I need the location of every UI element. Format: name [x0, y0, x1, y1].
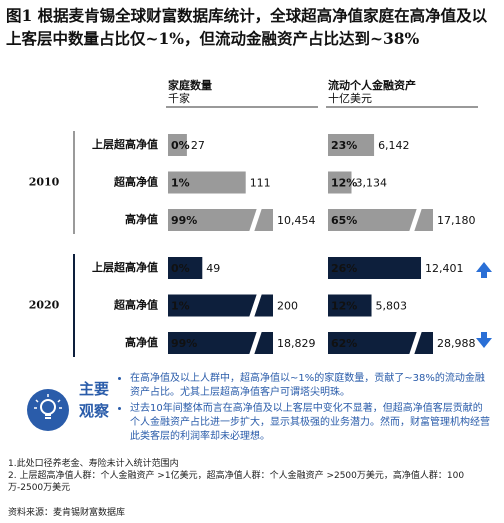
value-label: 3,134 — [356, 177, 388, 190]
title: 图1 根据麦肯锡全球财富数据库统计，全球超高净值家庭在高净值及以上客层中数量占比… — [6, 6, 488, 48]
share-label: 12% — [331, 177, 357, 190]
value-label: 10,454 — [277, 214, 316, 227]
bar — [168, 209, 273, 231]
bar — [168, 134, 187, 156]
value-label: 27 — [191, 139, 205, 152]
category-label: 上层超高净值 — [92, 137, 158, 151]
share-label: 99% — [171, 214, 197, 227]
panel-subtitle: 千家 — [168, 91, 190, 105]
share-label: 99% — [171, 337, 197, 350]
down-arrow — [476, 332, 492, 348]
category-label: 高净值 — [125, 212, 158, 226]
value-label: 18,829 — [277, 337, 316, 350]
bar — [328, 332, 433, 354]
axis-break — [409, 208, 422, 232]
panel-subtitle: 十亿美元 — [328, 91, 372, 105]
key-findings-title: 主要观察 — [78, 380, 109, 420]
bar — [168, 171, 246, 194]
year-label: 2010 — [29, 176, 60, 189]
share-label: 26% — [331, 262, 357, 275]
share-label: 1% — [171, 177, 190, 190]
share-label: 0% — [171, 139, 190, 152]
axis-break — [249, 208, 262, 232]
share-label: 1% — [171, 300, 190, 313]
category-label: 上层超高净值 — [92, 260, 158, 274]
value-label: 5,803 — [376, 300, 408, 313]
year-label: 2020 — [29, 299, 60, 312]
key-findings: 主要观察 在高净值及以上人群中，超高净值以~1%的家庭数量，贡献了~38%的流动… — [22, 370, 492, 452]
value-label: 6,142 — [378, 139, 410, 152]
up-arrow — [476, 262, 492, 278]
value-label: 200 — [277, 300, 298, 313]
notes: 1.此处口径养老金、寿险未计入统计范围内 2. 上层超高净值人群：个人金融资产 >… — [8, 458, 488, 494]
bulb-icon — [27, 389, 69, 431]
category-label: 超高净值 — [113, 298, 158, 312]
key-finding: 在高净值及以上人群中，超高净值以~1%的家庭数量，贡献了~38%的流动金融资产占… — [130, 372, 492, 400]
value-label: 49 — [206, 262, 220, 275]
key-findings-list: 在高净值及以上人群中，超高净值以~1%的家庭数量，贡献了~38%的流动金融资产占… — [120, 372, 492, 446]
value-label: 28,988 — [437, 337, 476, 350]
bar — [328, 294, 372, 317]
source: 资料来源：麦肯锡财富数据库 — [8, 508, 126, 518]
share-label: 23% — [331, 139, 357, 152]
share-label: 65% — [331, 214, 357, 227]
axis-break — [409, 331, 422, 355]
share-label: 0% — [171, 262, 190, 275]
key-finding: 过去10年间整体而言在高净值及以上客层中变化不显著，但超高净值客层贡献的个人金融… — [130, 402, 492, 444]
share-label: 12% — [331, 300, 357, 313]
axis-break — [249, 331, 262, 355]
bar — [328, 209, 433, 231]
bar — [168, 332, 273, 354]
bar — [328, 257, 422, 279]
value-label: 12,401 — [425, 262, 464, 275]
note: 2. 上层超高净值人群：个人金融资产 >1亿美元，超高净值人群：个人金融资产 >… — [8, 471, 465, 493]
panel-title: 家庭数量 — [168, 78, 212, 92]
bar — [168, 294, 273, 317]
bar — [328, 171, 352, 194]
value-label: 17,180 — [437, 214, 476, 227]
bar — [168, 257, 203, 279]
panel-title: 流动个人金融资产 — [328, 78, 416, 92]
bar — [328, 134, 375, 156]
category-label: 高净值 — [125, 335, 158, 349]
share-label: 62% — [331, 337, 357, 350]
value-label: 111 — [250, 177, 271, 190]
note: 1.此处口径养老金、寿险未计入统计范围内 — [8, 459, 179, 469]
axis-break — [249, 293, 262, 318]
category-label: 超高净值 — [113, 175, 158, 189]
